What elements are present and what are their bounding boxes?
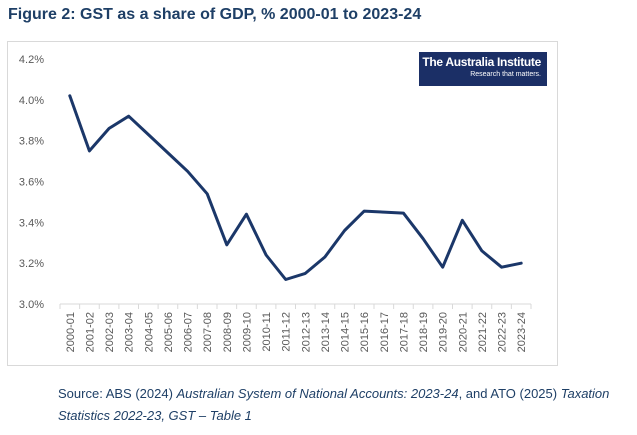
source-title-taxation-statistics: Taxation Statistics 2022-23, GST – Table… — [58, 386, 610, 423]
source-note: Source: ABS (2024) Australian System of … — [58, 383, 633, 427]
x-axis: 2000-01 2001-02 2002-03 2003-04 2004-05 2005-… — [65, 312, 528, 352]
x-tick-marks — [59, 304, 532, 309]
x-tick-label: 2012-13 — [300, 312, 312, 352]
x-tick-label: 2010-11 — [261, 312, 273, 352]
x-tick-label: 2017-18 — [398, 312, 410, 352]
source-prefix: Source: ABS (2024) — [58, 386, 177, 401]
figure-title: Figure 2: GST as a share of GDP, % 2000-… — [8, 6, 422, 23]
australia-institute-logo: The Australia Institute Research that ma… — [419, 52, 547, 86]
x-tick-label: 2004-05 — [143, 312, 155, 352]
x-tick-label: 2018-19 — [418, 312, 430, 352]
y-tick-label: 4.0% — [19, 95, 44, 107]
series-line — [68, 94, 523, 281]
x-tick-label: 2011-12 — [281, 312, 293, 352]
x-tick-label: 2021-22 — [477, 312, 489, 352]
x-tick-label: 2009-10 — [241, 312, 253, 352]
source-title-national-accounts: Australian System of National Accounts: … — [176, 386, 459, 401]
y-tick-label: 3.4% — [19, 217, 44, 229]
x-tick-label: 2020-21 — [457, 312, 469, 352]
x-tick-label: 2016-17 — [379, 312, 391, 352]
x-tick-label: 2014-15 — [340, 312, 352, 352]
x-tick-label: 2019-20 — [438, 312, 450, 352]
x-tick-label: 2005-06 — [163, 312, 175, 352]
y-tick-label: 3.2% — [19, 258, 44, 270]
x-tick-label: 2002-03 — [104, 312, 116, 352]
x-tick-label: 2022-23 — [497, 312, 509, 352]
chart-area: 3.0% 3.2% 3.4% 3.6% 3.8% 4.0% 4.2% 2000-01 2001… — [7, 41, 558, 366]
x-tick-label: 2001-02 — [84, 312, 96, 352]
gst-line-chart: 3.0% 3.2% 3.4% 3.6% 3.8% 4.0% 4.2% 2000-01 2001… — [19, 54, 532, 352]
x-tick-label: 2000-01 — [65, 312, 77, 352]
y-tick-label: 3.0% — [19, 299, 44, 311]
source-middle: , and ATO (2025) — [458, 386, 561, 401]
y-tick-label: 4.2% — [19, 54, 44, 66]
x-tick-label: 2013-14 — [320, 312, 332, 352]
x-tick-label: 2007-08 — [202, 312, 214, 352]
x-tick-label: 2003-04 — [124, 312, 136, 352]
x-tick-label: 2023-24 — [516, 312, 528, 352]
y-tick-label: 3.8% — [19, 136, 44, 148]
logo-tagline: Research that matters. — [470, 71, 541, 78]
x-tick-label: 2015-16 — [359, 312, 371, 352]
logo-name: The Australia Institute — [422, 55, 541, 69]
y-axis: 3.0% 3.2% 3.4% 3.6% 3.8% 4.0% 4.2% — [19, 54, 44, 311]
x-tick-label: 2006-07 — [183, 312, 195, 352]
x-tick-label: 2008-09 — [222, 312, 234, 352]
y-tick-label: 3.6% — [19, 177, 44, 189]
